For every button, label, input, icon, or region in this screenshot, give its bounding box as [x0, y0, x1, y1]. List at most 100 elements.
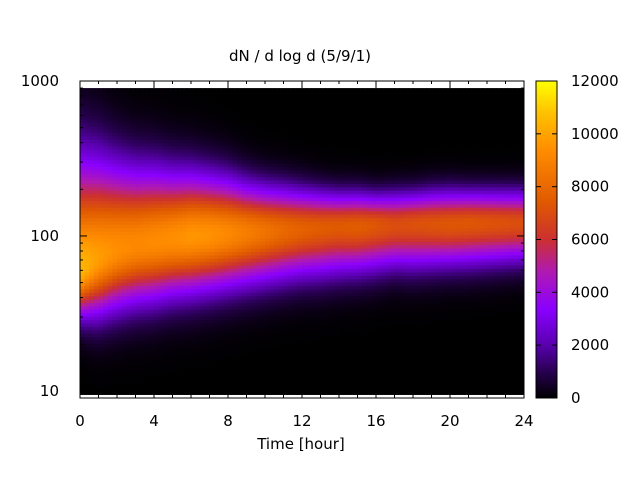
heatmap-cell	[288, 350, 294, 355]
heatmap-cell	[98, 166, 104, 171]
heatmap-cell	[278, 196, 285, 201]
heatmap-cell	[209, 373, 215, 378]
heatmap-cell	[84, 231, 90, 236]
heatmap-cell	[302, 179, 308, 184]
heatmap-cell	[186, 217, 192, 222]
heatmap-cell	[292, 128, 298, 133]
heatmap-cell	[278, 220, 285, 225]
heatmap-cell	[130, 224, 137, 229]
heatmap-cell	[200, 373, 206, 378]
heatmap-cell	[209, 91, 215, 96]
heatmap-cell	[98, 302, 104, 307]
heatmap-cell	[126, 275, 132, 280]
heatmap-cell	[209, 224, 215, 229]
heatmap-cell	[223, 145, 229, 150]
heatmap-cell	[98, 173, 104, 178]
heatmap-cell	[204, 363, 211, 368]
heatmap-cell	[181, 258, 187, 263]
heatmap-cell	[158, 360, 164, 365]
heatmap-cell	[112, 285, 118, 290]
heatmap-cell	[329, 384, 335, 389]
heatmap-cell	[121, 384, 127, 389]
heatmap-cell	[292, 265, 298, 270]
heatmap-cell	[149, 390, 155, 395]
heatmap-cell	[223, 268, 229, 273]
heatmap-cell	[121, 302, 127, 307]
heatmap-cell	[112, 258, 118, 263]
heatmap-cell	[135, 145, 141, 150]
heatmap-cell	[204, 268, 211, 273]
heatmap-cell	[306, 186, 312, 191]
heatmap-cell	[302, 162, 308, 167]
heatmap-cell	[218, 265, 224, 270]
heatmap-cell	[274, 373, 280, 378]
heatmap-cell	[98, 288, 104, 293]
heatmap-cell	[154, 261, 160, 266]
heatmap-cell	[269, 200, 275, 205]
heatmap-cell	[135, 152, 141, 157]
heatmap-cell	[209, 162, 215, 167]
heatmap-cell	[130, 285, 137, 290]
heatmap-cell	[265, 305, 271, 310]
heatmap-cell	[218, 145, 224, 150]
heatmap-cell	[149, 387, 155, 392]
heatmap-cell	[89, 336, 95, 341]
heatmap-cell	[195, 350, 201, 355]
heatmap-cell	[163, 363, 169, 368]
heatmap-cell	[297, 176, 303, 181]
heatmap-cell	[84, 367, 90, 372]
heatmap-cell	[93, 387, 100, 392]
heatmap-cell	[167, 91, 174, 96]
heatmap-cell	[325, 316, 331, 321]
heatmap-cell	[302, 377, 308, 382]
heatmap-cell	[163, 108, 169, 113]
heatmap-cell	[214, 322, 220, 327]
heatmap-cell	[172, 122, 178, 127]
heatmap-cell	[223, 309, 229, 314]
heatmap-cell	[246, 329, 252, 334]
heatmap-cell	[329, 91, 335, 96]
heatmap-cell	[214, 302, 220, 307]
heatmap-cell	[117, 132, 123, 137]
heatmap-cell	[283, 186, 289, 191]
heatmap-cell	[172, 200, 178, 205]
heatmap-cell	[246, 316, 252, 321]
heatmap-cell	[302, 248, 308, 253]
heatmap-cell	[158, 98, 164, 103]
heatmap-cell	[255, 162, 261, 167]
heatmap-cell	[195, 309, 201, 314]
heatmap-cell	[112, 98, 118, 103]
heatmap-cell	[181, 217, 187, 222]
heatmap-cell	[278, 139, 285, 144]
heatmap-cell	[93, 254, 100, 259]
heatmap-cell	[311, 193, 317, 198]
heatmap-cell	[237, 207, 243, 212]
heatmap-cell	[255, 210, 261, 215]
heatmap-cell	[311, 220, 317, 225]
heatmap-cell	[140, 162, 146, 167]
heatmap-cell	[163, 356, 169, 361]
heatmap-cell	[218, 217, 224, 222]
heatmap-cell	[237, 224, 243, 229]
heatmap-cell	[237, 166, 243, 171]
heatmap-cell	[306, 305, 312, 310]
heatmap-cell	[130, 210, 137, 215]
heatmap-cell	[251, 278, 257, 283]
heatmap-cell	[181, 152, 187, 157]
heatmap-cell	[269, 322, 275, 327]
heatmap-cell	[274, 91, 280, 96]
heatmap-cell	[84, 360, 90, 365]
heatmap-cell	[117, 162, 123, 167]
heatmap-cell	[89, 384, 95, 389]
heatmap-cell	[89, 94, 95, 99]
heatmap-cell	[144, 343, 150, 348]
heatmap-cell	[278, 343, 285, 348]
heatmap-cell	[172, 135, 178, 140]
heatmap-cell	[297, 203, 303, 208]
heatmap-cell	[214, 282, 220, 287]
heatmap-cell	[269, 299, 275, 304]
heatmap-cell	[320, 268, 326, 273]
heatmap-cell	[223, 125, 229, 130]
heatmap-cell	[228, 258, 234, 263]
heatmap-cell	[167, 159, 174, 164]
